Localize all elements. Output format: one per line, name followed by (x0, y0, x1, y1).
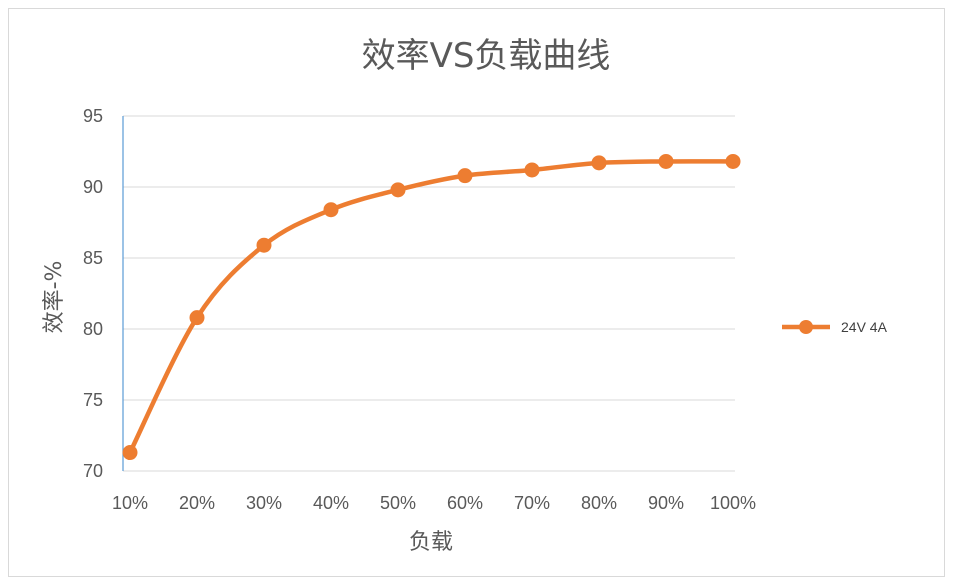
series-line-1 (127, 159, 736, 455)
series-layer (122, 153, 741, 461)
x-tick-8: 80% (581, 493, 617, 513)
y-tick-70: 70 (83, 461, 103, 481)
data-point-4 (323, 202, 339, 218)
y-tick-75: 75 (83, 390, 103, 410)
data-point-9 (658, 153, 674, 169)
y-tick-80: 80 (83, 319, 103, 339)
y-tick-90: 90 (83, 177, 103, 197)
legend-label: 24V 4A (841, 319, 888, 335)
x-tick-5: 50% (380, 493, 416, 513)
chart-title: 效率VS负载曲线 (362, 36, 611, 76)
efficiency-load-chart: 效率VS负载曲线 70 75 80 85 90 95 10% 20% 30% 40% 50% 60%… (42, 36, 888, 555)
x-axis-title: 负载 (409, 530, 453, 555)
data-point-6 (457, 168, 473, 184)
x-tick-10: 100% (710, 493, 756, 513)
data-point-10 (725, 153, 741, 169)
x-tick-2: 20% (179, 493, 215, 513)
x-tick-4: 40% (313, 493, 349, 513)
y-tick-85: 85 (83, 248, 103, 268)
x-tick-9: 90% (648, 493, 684, 513)
x-tick-6: 60% (447, 493, 483, 513)
x-tick-3: 30% (246, 493, 282, 513)
data-point-7 (524, 162, 540, 178)
x-tick-1: 10% (112, 493, 148, 513)
y-tick-labels: 70 75 80 85 90 95 (83, 106, 103, 481)
gridlines (123, 115, 735, 472)
data-point-8 (591, 155, 607, 171)
x-tick-7: 70% (514, 493, 550, 513)
legend: 24V 4A (782, 319, 888, 335)
data-point-1 (122, 445, 138, 461)
y-axis-title: 效率-% (42, 261, 67, 334)
legend-swatch-marker (799, 320, 813, 334)
y-tick-95: 95 (83, 106, 103, 126)
data-point-5 (390, 182, 406, 198)
x-tick-labels: 10% 20% 30% 40% 50% 60% 70% 80% 90% 100% (112, 493, 756, 513)
chart-frame: 效率VS负载曲线 70 75 80 85 90 95 10% 20% 30% 40% 50% 60%… (8, 8, 945, 577)
data-point-3 (256, 237, 272, 253)
data-point-2 (189, 310, 205, 326)
